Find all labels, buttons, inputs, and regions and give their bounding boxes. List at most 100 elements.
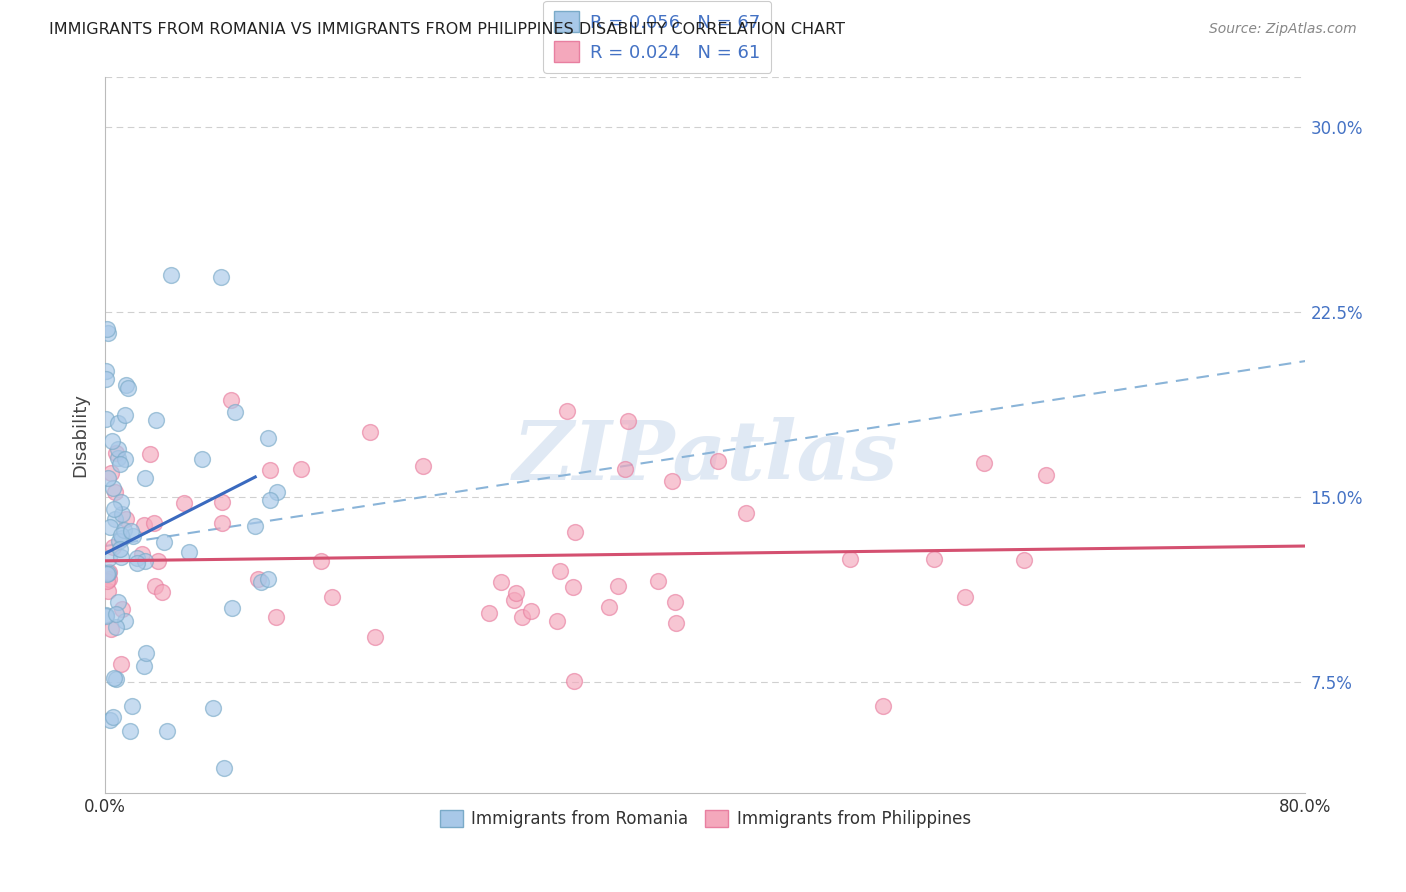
Point xyxy=(143,579,166,593)
Point xyxy=(246,572,269,586)
Point xyxy=(100,466,122,480)
Point xyxy=(114,378,136,392)
Point xyxy=(132,518,155,533)
Point xyxy=(112,523,135,537)
Point xyxy=(110,494,132,508)
Point xyxy=(156,724,179,739)
Point xyxy=(145,413,167,427)
Point xyxy=(107,442,129,456)
Point xyxy=(103,710,125,724)
Point xyxy=(607,579,630,593)
Point xyxy=(598,600,620,615)
Point xyxy=(412,458,434,473)
Point xyxy=(111,508,134,522)
Point xyxy=(564,524,586,539)
Point xyxy=(134,554,156,568)
Point xyxy=(94,411,117,425)
Point xyxy=(97,471,120,485)
Point xyxy=(546,614,568,628)
Point xyxy=(707,454,730,468)
Point xyxy=(364,630,387,644)
Point xyxy=(103,671,125,685)
Point xyxy=(101,434,124,448)
Point xyxy=(614,462,637,476)
Point xyxy=(1035,467,1057,482)
Point xyxy=(110,549,132,564)
Point xyxy=(256,431,278,445)
Point xyxy=(127,556,149,570)
Point xyxy=(159,268,181,282)
Point xyxy=(114,614,136,628)
Point xyxy=(309,554,332,568)
Y-axis label: Disability: Disability xyxy=(72,393,89,477)
Point xyxy=(98,714,121,728)
Point xyxy=(107,451,129,466)
Point xyxy=(661,475,683,489)
Point xyxy=(647,574,669,589)
Point xyxy=(108,541,131,556)
Point xyxy=(97,326,120,340)
Point xyxy=(221,600,243,615)
Point xyxy=(107,416,129,430)
Legend: Immigrants from Romania, Immigrants from Philippines: Immigrants from Romania, Immigrants from… xyxy=(433,803,977,834)
Point xyxy=(110,458,132,472)
Point xyxy=(111,602,134,616)
Point xyxy=(562,673,585,688)
Point xyxy=(107,595,129,609)
Point xyxy=(245,519,267,533)
Point xyxy=(562,580,585,594)
Point xyxy=(104,512,127,526)
Point xyxy=(97,566,120,580)
Point xyxy=(249,575,271,590)
Point xyxy=(94,364,117,378)
Point xyxy=(122,529,145,543)
Point xyxy=(115,512,138,526)
Point xyxy=(209,270,232,285)
Point xyxy=(114,408,136,422)
Point xyxy=(98,550,121,565)
Point xyxy=(114,452,136,467)
Point xyxy=(665,615,688,630)
Point xyxy=(664,595,686,609)
Point xyxy=(922,552,945,566)
Point xyxy=(839,552,862,566)
Point xyxy=(118,724,141,739)
Point xyxy=(96,567,118,582)
Point xyxy=(202,701,225,715)
Point xyxy=(264,610,287,624)
Point xyxy=(290,461,312,475)
Point xyxy=(505,585,527,599)
Point xyxy=(98,565,121,579)
Point xyxy=(478,607,501,621)
Point xyxy=(120,524,142,538)
Point xyxy=(152,535,174,549)
Point xyxy=(105,607,128,622)
Point xyxy=(214,761,236,775)
Point xyxy=(131,548,153,562)
Point xyxy=(96,574,118,588)
Point xyxy=(94,372,117,386)
Point xyxy=(872,699,894,714)
Point xyxy=(150,585,173,599)
Point xyxy=(190,452,212,467)
Point xyxy=(953,591,976,605)
Point xyxy=(177,545,200,559)
Point xyxy=(257,572,280,586)
Point xyxy=(110,527,132,541)
Point xyxy=(117,382,139,396)
Point xyxy=(259,463,281,477)
Point xyxy=(173,496,195,510)
Point xyxy=(266,484,288,499)
Point xyxy=(98,519,121,533)
Point xyxy=(94,607,117,622)
Point xyxy=(224,405,246,419)
Point xyxy=(104,485,127,500)
Text: ZIPatlas: ZIPatlas xyxy=(513,417,898,497)
Point xyxy=(973,456,995,470)
Point xyxy=(101,481,124,495)
Point xyxy=(1012,553,1035,567)
Point xyxy=(110,657,132,672)
Point xyxy=(142,516,165,530)
Point xyxy=(491,575,513,590)
Point xyxy=(97,572,120,586)
